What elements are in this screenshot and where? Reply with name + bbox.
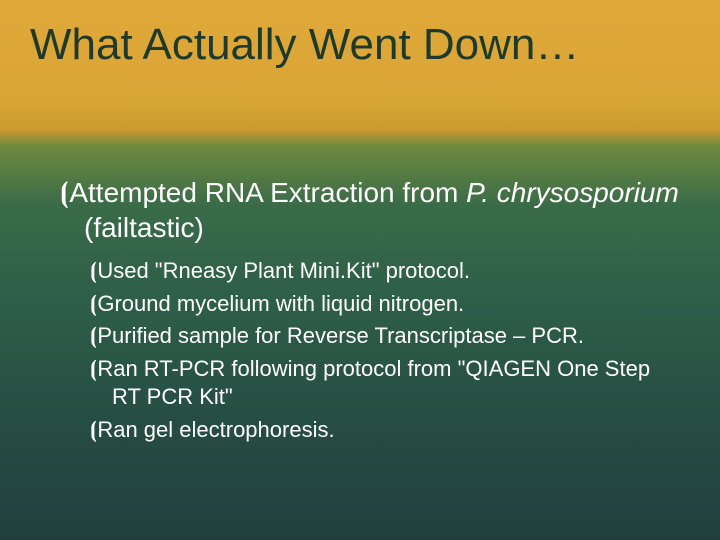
bullet-level2: ⦗Purified sample for Reverse Transcripta… [90,322,680,351]
bullet-level2: ⦗Ran RT-PCR following protocol from "QIA… [90,355,680,412]
lvl1-text-pre: Attempted RNA Extraction from [69,177,466,208]
slide: What Actually Went Down… ⦗Attempted RNA … [0,0,720,540]
lvl2-text: Purified sample for Reverse Transcriptas… [97,323,584,348]
bullet-level1: ⦗Attempted RNA Extraction from P. chryso… [60,175,680,245]
lvl2-text: Used "Rneasy Plant Mini.Kit" protocol. [97,258,470,283]
lvl2-text: Ran gel electrophoresis. [97,417,334,442]
bullet-level2: ⦗Ground mycelium with liquid nitrogen. [90,290,680,319]
bullet-level2: ⦗Used "Rneasy Plant Mini.Kit" protocol. [90,257,680,286]
lvl1-text-italic: P. chrysosporium [466,177,679,208]
bullet-icon: ⦗ [60,177,69,208]
lvl2-text: Ground mycelium with liquid nitrogen. [97,291,464,316]
bullet-level2: ⦗Ran gel electrophoresis. [90,416,680,445]
lvl2-text: Ran RT-PCR following protocol from "QIAG… [97,356,650,410]
slide-title: What Actually Went Down… [30,22,690,68]
lvl1-text-post: (failtastic) [84,212,204,243]
slide-body: ⦗Attempted RNA Extraction from P. chryso… [60,175,680,449]
bullet-level2-group: ⦗Used "Rneasy Plant Mini.Kit" protocol. … [60,257,680,445]
